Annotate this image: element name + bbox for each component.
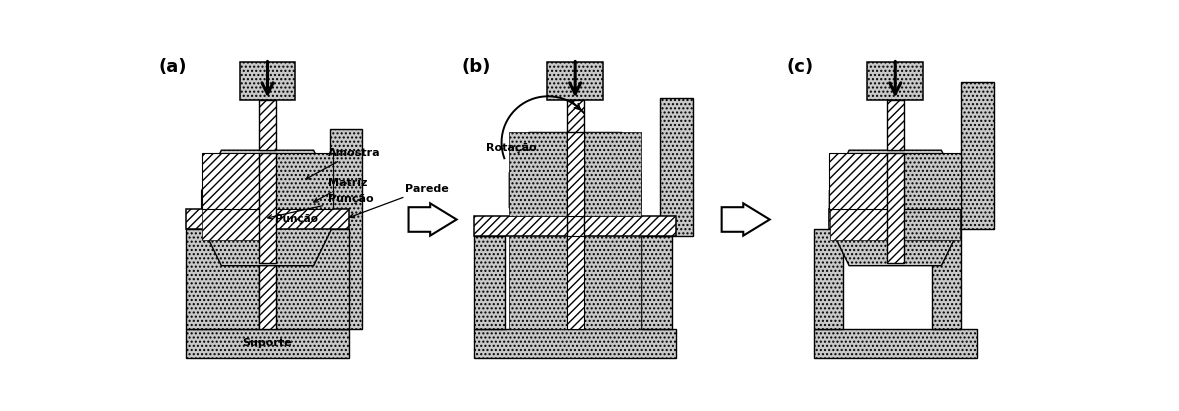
Bar [567,132,584,248]
Text: Punção: Punção [268,194,374,219]
Polygon shape [202,150,334,266]
Polygon shape [409,203,456,236]
Bar [567,132,584,217]
Bar [474,329,676,358]
Bar [259,153,276,263]
Bar [829,153,887,209]
Bar [259,229,276,329]
Text: Rotação: Rotação [486,143,536,153]
Bar [584,236,641,329]
Bar [239,62,296,100]
Bar [584,132,641,217]
Bar [509,132,567,217]
Bar [660,98,693,236]
Bar [547,62,604,100]
Bar [567,100,584,132]
Bar [904,153,961,209]
Polygon shape [722,203,770,236]
Text: Parede: Parede [350,184,448,218]
Bar [186,209,349,229]
Bar [814,229,843,329]
Text: Punção: Punção [275,214,318,224]
Bar [186,229,259,329]
Bar [887,100,904,150]
Bar [509,236,567,329]
Bar [931,229,961,329]
Bar [203,176,259,240]
Bar [887,153,904,263]
Bar [814,329,976,358]
Bar [259,100,276,150]
Bar [474,217,676,236]
Bar [567,236,584,329]
Bar [904,176,961,240]
Polygon shape [509,132,641,248]
Bar [830,176,887,240]
Polygon shape [829,150,961,266]
Bar [961,83,994,229]
Bar [276,229,349,329]
Bar [202,153,259,209]
Bar [868,62,923,100]
Text: Amostra: Amostra [307,148,381,179]
Text: (b): (b) [461,58,490,76]
Text: Suporte: Suporte [243,339,292,349]
Text: (c): (c) [786,58,814,76]
Bar [186,329,349,358]
Bar [829,209,961,229]
Bar [329,129,362,329]
Text: (a): (a) [159,58,187,76]
Bar [641,236,672,329]
Bar [474,236,506,329]
Text: Matriz: Matriz [314,178,368,202]
Bar [276,153,334,209]
